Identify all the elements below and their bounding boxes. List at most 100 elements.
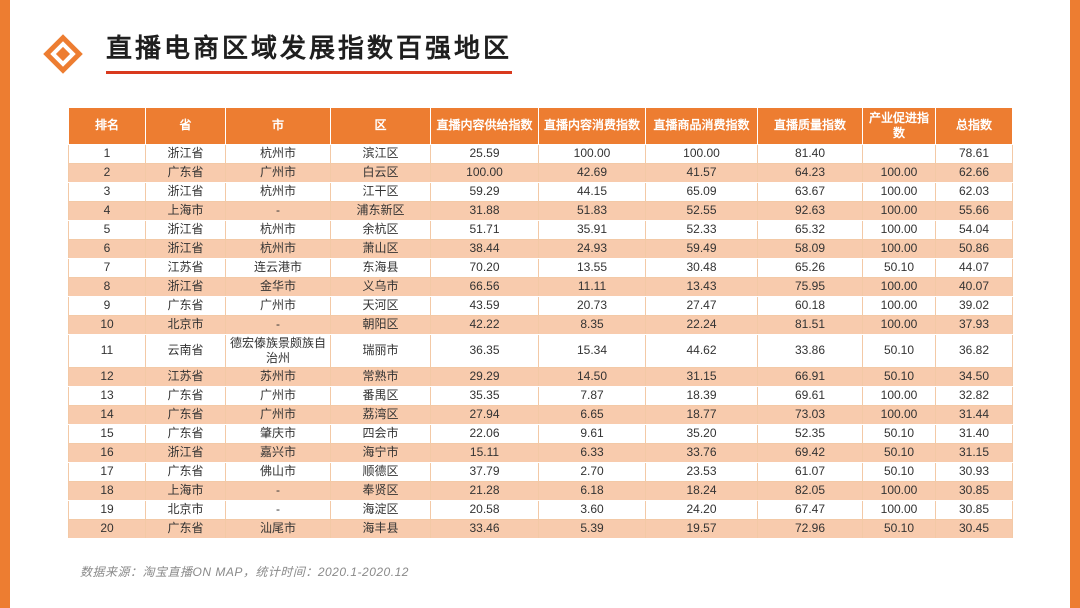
table-cell: 浙江省 xyxy=(145,143,226,164)
table-cell: 18.77 xyxy=(645,404,758,425)
table-row: 8 浙江省 金华市 义乌市 66.56 11.11 13.43 75.95 100.00 40.0… xyxy=(68,276,1013,297)
table-cell: 65.26 xyxy=(757,257,863,278)
table-cell: 22.24 xyxy=(645,314,758,335)
table-cell: 常熟市 xyxy=(330,366,431,387)
rank-cell: 19 xyxy=(68,499,146,520)
column-header: 直播内容供给指数 xyxy=(430,106,539,145)
table-cell: 100.00 xyxy=(862,162,936,183)
table-cell: 15.11 xyxy=(430,442,539,463)
table-cell: 31.15 xyxy=(935,442,1013,463)
table-cell: 27.47 xyxy=(645,295,758,316)
table-cell: 广州市 xyxy=(225,295,331,316)
title-underline xyxy=(106,70,513,74)
table-cell: 海丰县 xyxy=(330,518,431,539)
table-cell: 35.91 xyxy=(538,219,646,240)
table-cell: 31.88 xyxy=(430,200,539,221)
table-cell: 50.86 xyxy=(935,238,1013,259)
table-cell: 23.53 xyxy=(645,461,758,482)
table-cell: 德宏傣族景颇族自治州 xyxy=(225,333,331,368)
rank-cell: 11 xyxy=(68,333,146,368)
table-cell: 荔湾区 xyxy=(330,404,431,425)
table-cell: 100.00 xyxy=(862,238,936,259)
table-cell: 67.47 xyxy=(757,499,863,520)
table-cell: - xyxy=(225,314,331,335)
table-cell: 20.58 xyxy=(430,499,539,520)
rank-cell: 16 xyxy=(68,442,146,463)
table-cell: 6.33 xyxy=(538,442,646,463)
table-cell: 59.49 xyxy=(645,238,758,259)
table-cell: 30.45 xyxy=(935,518,1013,539)
table-cell: 92.63 xyxy=(757,200,863,221)
table-cell: 61.07 xyxy=(757,461,863,482)
column-header: 直播质量指数 xyxy=(757,106,863,145)
table-cell: 66.56 xyxy=(430,276,539,297)
table-cell: 江苏省 xyxy=(145,257,226,278)
right-accent-bar xyxy=(1070,0,1080,608)
table-cell: 11.11 xyxy=(538,276,646,297)
table-cell: 海淀区 xyxy=(330,499,431,520)
table-row: 17 广东省 佛山市 顺德区 37.79 2.70 23.53 61.07 50.10 30.93 xyxy=(68,461,1013,482)
table-cell: 6.65 xyxy=(538,404,646,425)
table-cell: 100.00 xyxy=(862,499,936,520)
table-cell: 31.44 xyxy=(935,404,1013,425)
table-cell: 40.07 xyxy=(935,276,1013,297)
column-header: 直播内容消费指数 xyxy=(538,106,646,145)
table-cell: 50.10 xyxy=(862,423,936,444)
table-cell: 广州市 xyxy=(225,404,331,425)
table-cell: 13.43 xyxy=(645,276,758,297)
rank-cell: 17 xyxy=(68,461,146,482)
table-cell: 58.09 xyxy=(757,238,863,259)
column-header: 市 xyxy=(225,106,331,145)
table-row: 19 北京市 - 海淀区 20.58 3.60 24.20 67.47 100.00 30.85 xyxy=(68,499,1013,520)
table-row: 9 广东省 广州市 天河区 43.59 20.73 27.47 60.18 100.00 39.0… xyxy=(68,295,1013,316)
table-row: 2 广东省 广州市 白云区 100.00 42.69 41.57 64.23 100.00 62.… xyxy=(68,162,1013,183)
table-cell: - xyxy=(225,480,331,501)
table-cell: 上海市 xyxy=(145,200,226,221)
rank-cell: 10 xyxy=(68,314,146,335)
table-cell: 44.62 xyxy=(645,333,758,368)
table-cell: 22.06 xyxy=(430,423,539,444)
table-cell: 29.29 xyxy=(430,366,539,387)
table-cell: 浙江省 xyxy=(145,238,226,259)
table-cell: 100.00 xyxy=(862,276,936,297)
rank-cell: 4 xyxy=(68,200,146,221)
table-cell: 杭州市 xyxy=(225,238,331,259)
table-row: 1 浙江省 杭州市 滨江区 25.59 100.00 100.00 81.40 78.61 xyxy=(68,143,1013,164)
table-row: 5 浙江省 杭州市 余杭区 51.71 35.91 52.33 65.32 100.00 54.0… xyxy=(68,219,1013,240)
rank-cell: 6 xyxy=(68,238,146,259)
table-cell: 浦东新区 xyxy=(330,200,431,221)
table-cell: 6.18 xyxy=(538,480,646,501)
table-cell: 62.66 xyxy=(935,162,1013,183)
table-cell: 36.35 xyxy=(430,333,539,368)
table-cell: 8.35 xyxy=(538,314,646,335)
table-cell: 52.33 xyxy=(645,219,758,240)
table-cell: 广东省 xyxy=(145,404,226,425)
table-cell: 浙江省 xyxy=(145,219,226,240)
table-cell: 72.96 xyxy=(757,518,863,539)
table-cell: 苏州市 xyxy=(225,366,331,387)
table-cell: 义乌市 xyxy=(330,276,431,297)
rank-cell: 8 xyxy=(68,276,146,297)
table-cell: 广州市 xyxy=(225,162,331,183)
table-row: 4 上海市 - 浦东新区 31.88 51.83 52.55 92.63 100.00 55.66 xyxy=(68,200,1013,221)
table-cell: 100.00 xyxy=(862,295,936,316)
table-cell: 78.61 xyxy=(935,143,1013,164)
table-cell: 连云港市 xyxy=(225,257,331,278)
table-cell: 24.20 xyxy=(645,499,758,520)
table-cell: - xyxy=(225,499,331,520)
table-cell: 43.59 xyxy=(430,295,539,316)
table-cell: 69.61 xyxy=(757,385,863,406)
rank-cell: 15 xyxy=(68,423,146,444)
table-cell: 9.61 xyxy=(538,423,646,444)
table-cell: 70.20 xyxy=(430,257,539,278)
table-cell: 100.00 xyxy=(430,162,539,183)
table-cell: 51.71 xyxy=(430,219,539,240)
table-cell: 62.03 xyxy=(935,181,1013,202)
table-cell: 54.04 xyxy=(935,219,1013,240)
table-cell: 30.93 xyxy=(935,461,1013,482)
table-cell: 41.57 xyxy=(645,162,758,183)
table-cell: 100.00 xyxy=(862,219,936,240)
table-cell: 21.28 xyxy=(430,480,539,501)
column-header: 直播商品消费指数 xyxy=(645,106,758,145)
